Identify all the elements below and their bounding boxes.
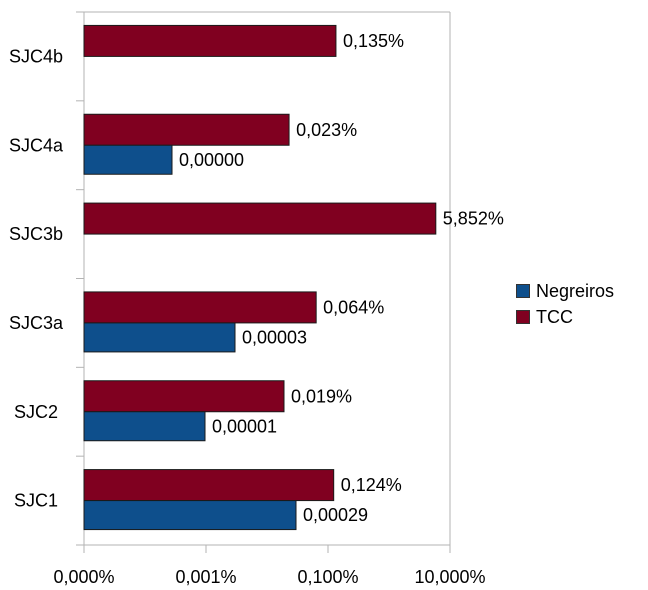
category-label: SJC4a: [9, 135, 64, 155]
legend-swatch-negreiros: [516, 284, 530, 298]
bar-tcc: [83, 113, 290, 146]
x-tick-label: 10,000%: [414, 567, 485, 587]
bar-negreiros: [83, 144, 173, 175]
legend-label-tcc: TCC: [536, 306, 573, 327]
x-tick-label: 0,100%: [297, 567, 358, 587]
legend-item-negreiros: Negreiros: [516, 278, 614, 304]
category-label: SJC2: [14, 402, 58, 422]
category-label: SJC3b: [9, 224, 63, 244]
bar-tcc: [83, 24, 337, 57]
legend-label-negreiros: Negreiros: [536, 280, 615, 301]
legend: Negreiros TCC: [516, 278, 614, 330]
bar-tcc: [83, 469, 335, 502]
bar-tcc: [83, 380, 285, 413]
x-tick-label: 0,000%: [53, 567, 114, 587]
category-label: SJC1: [14, 491, 58, 511]
bar-tcc: [83, 291, 317, 324]
data-label-tcc: 0,124%: [341, 475, 402, 495]
data-label-tcc: 0,019%: [291, 386, 352, 406]
data-label-negreiros: 0,00000: [179, 150, 244, 170]
bar-negreiros: [83, 411, 206, 442]
category-label: SJC3a: [9, 313, 64, 333]
data-label-negreiros: 0,00001: [212, 416, 277, 436]
category-label: SJC4b: [9, 46, 63, 66]
data-label-tcc: 5,852%: [443, 209, 504, 229]
data-label-negreiros: 0,00003: [242, 327, 307, 347]
data-label-negreiros: 0,00029: [303, 505, 368, 525]
x-tick-label: 0,001%: [175, 567, 236, 587]
bar-tcc: [83, 202, 437, 235]
data-label-tcc: 0,135%: [343, 31, 404, 51]
legend-swatch-tcc: [516, 310, 530, 324]
bar-negreiros: [83, 322, 236, 353]
data-label-tcc: 0,023%: [296, 120, 357, 140]
data-label-tcc: 0,064%: [323, 297, 384, 317]
bar-negreiros: [83, 500, 297, 531]
legend-item-tcc: TCC: [516, 304, 614, 330]
